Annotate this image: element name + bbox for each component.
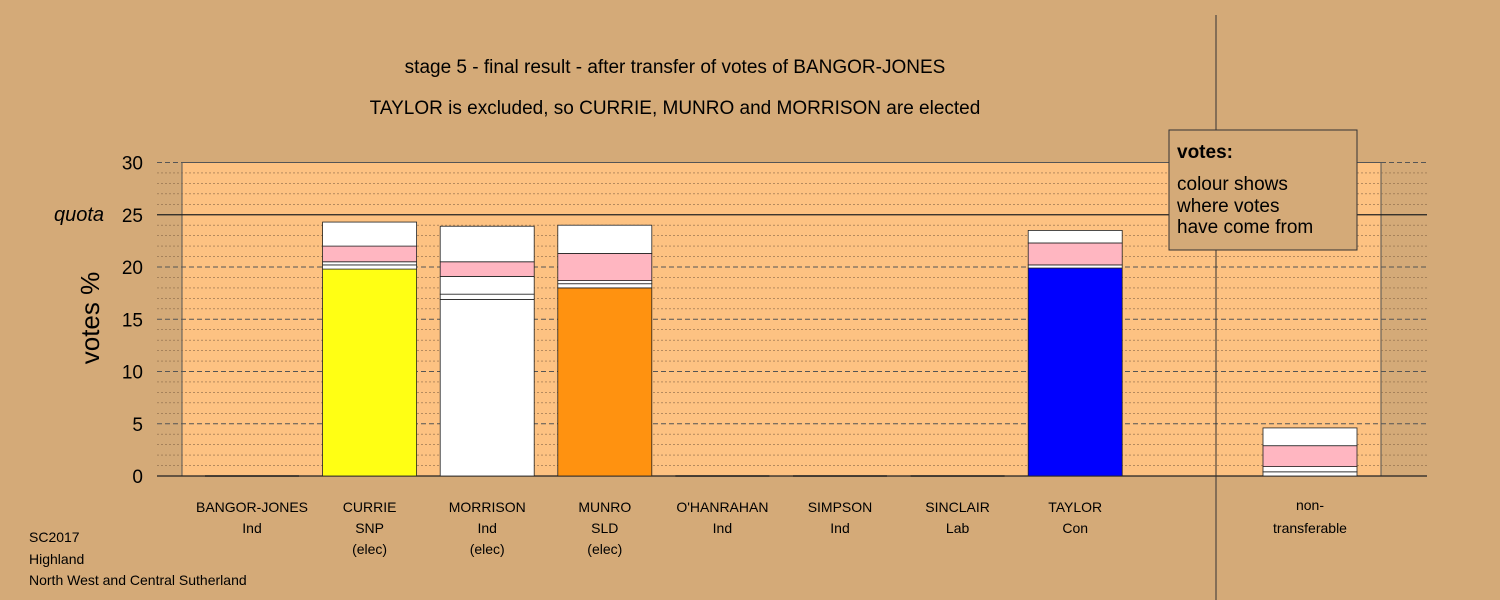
bar-segment [439, 261, 535, 277]
bar-segment [557, 280, 653, 285]
legend-line-2: where votes [1176, 196, 1279, 217]
bar-currie [322, 221, 418, 477]
candidate-name: SIMPSON [808, 499, 873, 515]
bar-segment [439, 225, 535, 263]
y-tick-label: 30 [122, 154, 143, 175]
x-axis-labels: BANGOR-JONES Ind CURRIE SNP (elec) MORRISON In… [196, 497, 1347, 557]
y-axis-ticks: 0 5 10 15 20 25 30 [122, 154, 143, 489]
bar-nontransferable [1262, 427, 1358, 477]
bar-segment [1262, 445, 1358, 467]
bar-segment [1027, 267, 1123, 477]
footer-election: SC2017 [29, 529, 80, 545]
candidate-party: Ind [830, 520, 849, 536]
bar-segment [322, 261, 418, 266]
bar-segment [1027, 242, 1123, 266]
bar-segment [1262, 471, 1358, 477]
bar-segment [557, 287, 653, 477]
quota-label: quota [54, 204, 104, 226]
candidate-name: SINCLAIR [925, 499, 990, 515]
candidate-status: (elec) [470, 541, 505, 557]
bar-segment [439, 293, 535, 300]
candidate-name: O'HANRAHAN [676, 499, 768, 515]
candidate-name: MORRISON [449, 499, 526, 515]
bar-segment [322, 221, 418, 247]
bar-segment [439, 298, 535, 477]
bar-segment [322, 268, 418, 477]
candidate-name: CURRIE [343, 499, 397, 515]
bars-group [205, 221, 1358, 477]
nontransferable-label: transferable [1273, 520, 1347, 536]
chart-subtitle: TAYLOR is excluded, so CURRIE, MUNRO and… [370, 98, 981, 119]
bar-segment [1027, 230, 1123, 244]
bar-segment [1262, 427, 1358, 447]
candidate-name: BANGOR-JONES [196, 499, 308, 515]
y-tick-label: 0 [132, 467, 143, 488]
candidate-name: MUNRO [578, 499, 631, 515]
y-axis-label: votes % [75, 272, 105, 365]
footer-council: Highland [29, 551, 84, 567]
candidate-party: Ind [713, 520, 732, 536]
y-tick-label: 20 [122, 258, 143, 279]
bar-segment [439, 276, 535, 295]
bar-segment [1027, 264, 1123, 269]
y-tick-label: 15 [122, 310, 143, 331]
y-tick-label: 5 [132, 415, 143, 436]
bar-munro [557, 224, 653, 477]
legend-box [1168, 129, 1358, 251]
bar-segment [557, 253, 653, 281]
bar-segment [1262, 466, 1358, 473]
bar-taylor [1027, 230, 1123, 477]
candidate-status: (elec) [587, 541, 622, 557]
legend-title: votes: [1177, 142, 1233, 163]
bar-segment [557, 224, 653, 254]
candidate-name: TAYLOR [1048, 499, 1102, 515]
bar-segment [322, 245, 418, 263]
candidate-party: Con [1062, 520, 1088, 536]
chart-title: stage 5 - final result - after transfer … [405, 57, 946, 78]
candidate-party: Ind [477, 520, 496, 536]
legend-line-1: colour shows [1177, 174, 1288, 195]
y-tick-label: 10 [122, 363, 143, 384]
footer-ward: North West and Central Sutherland [29, 572, 247, 588]
legend: votes: colour shows where votes have com… [1168, 129, 1358, 251]
candidate-party: SNP [355, 520, 384, 536]
bar-segment [557, 283, 653, 289]
legend-line-3: have come from [1177, 217, 1313, 238]
candidate-party: Lab [946, 520, 970, 536]
candidate-status: (elec) [352, 541, 387, 557]
nontransferable-label: non- [1296, 497, 1324, 513]
y-tick-label: 25 [122, 206, 143, 227]
bar-segment [322, 264, 418, 270]
candidate-party: SLD [591, 520, 618, 536]
bar-morrison [439, 225, 535, 477]
candidate-party: Ind [242, 520, 261, 536]
